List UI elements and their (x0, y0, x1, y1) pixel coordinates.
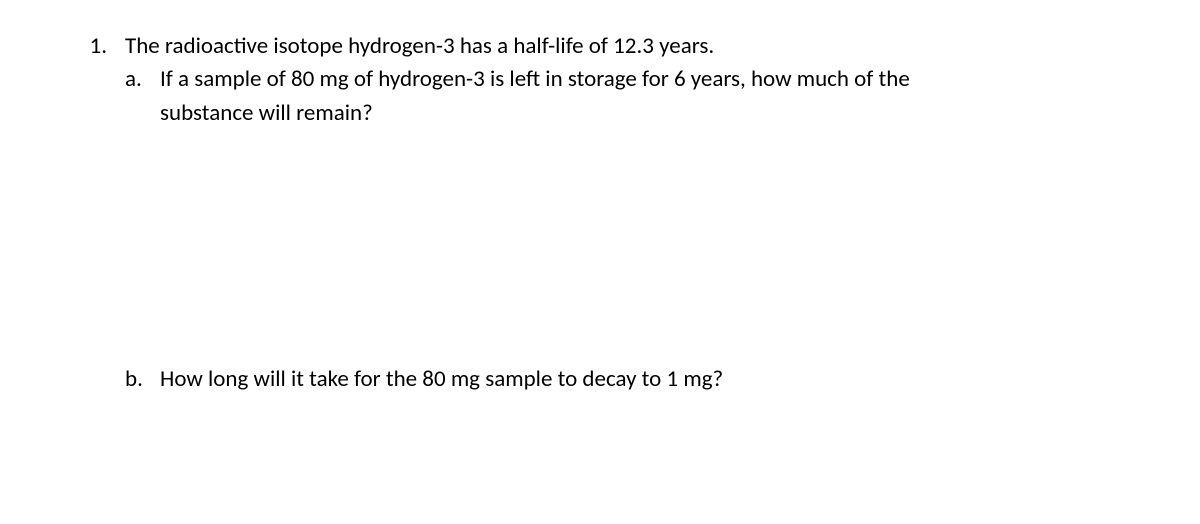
sub-part-b: b. How long will it take for the 80 mg s… (125, 363, 1125, 396)
sub-part-b-text: How long will it take for the 80 mg samp… (160, 363, 1125, 396)
sub-part-a-text: If a sample of 80 mg of hydrogen-3 is le… (160, 63, 1125, 130)
sub-part-b-marker: b. (125, 363, 160, 396)
problem-intro-text: The radioactive isotope hydrogen-3 has a… (125, 30, 1125, 63)
sub-part-a-marker: a. (125, 63, 160, 130)
sub-part-a: a. If a sample of 80 mg of hydrogen-3 is… (125, 63, 1125, 130)
problem-number-marker: 1. (75, 30, 125, 63)
workspace-gap-a (75, 130, 1125, 363)
problem-container: 1. The radioactive isotope hydrogen-3 ha… (75, 30, 1125, 63)
